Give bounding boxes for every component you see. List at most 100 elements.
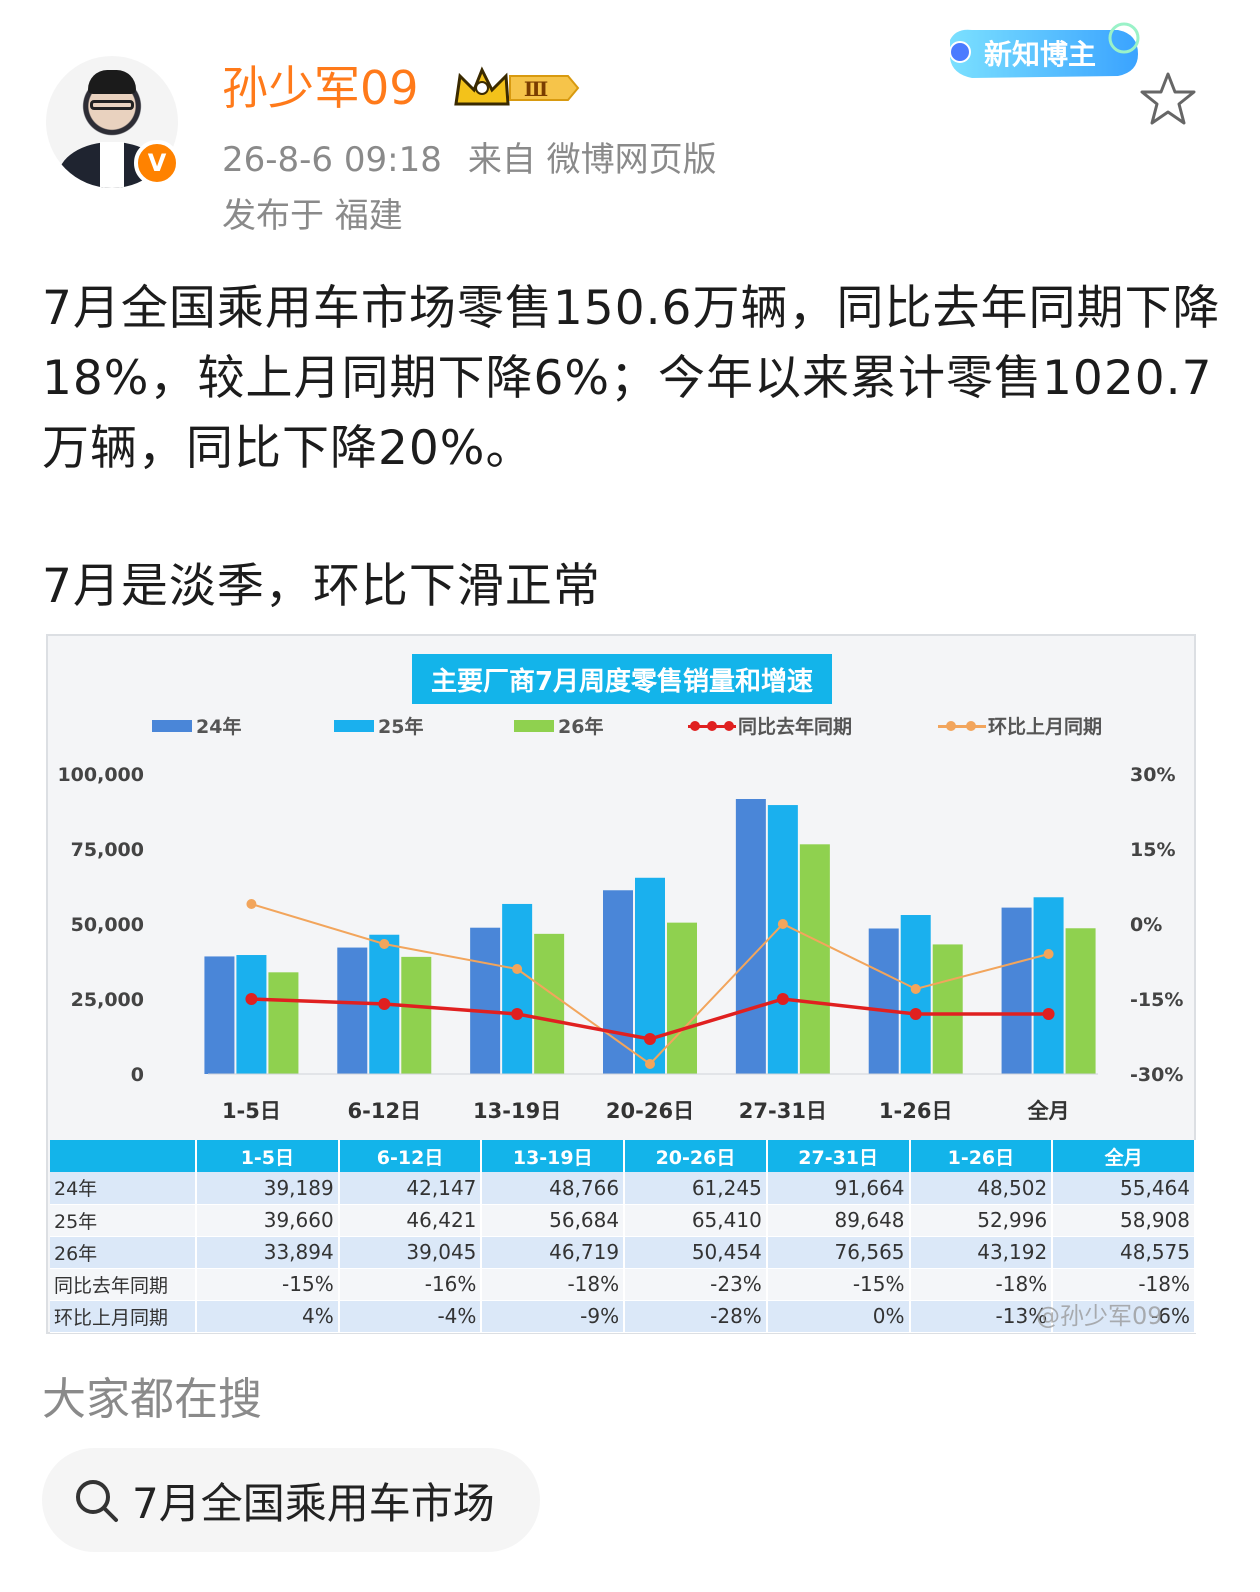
bar [735,799,766,1074]
y2-axis-tick-label: -30% [1130,1064,1183,1086]
chart-title: 主要厂商7月周度零售销量和增速 [412,654,832,704]
line-point [511,1008,524,1020]
verified-v-icon: V [134,140,180,186]
y-axis-tick-label: 50,000 [71,914,144,936]
table-header-cell: 20-26日 [624,1140,768,1172]
line-point [378,998,391,1010]
line-point [645,1059,655,1069]
table-cell: 46,421 [338,1204,483,1237]
trending-search-chip[interactable]: 7月全国乘用车市场 [42,1448,540,1552]
table-cell: 58,908 [1052,1204,1196,1237]
table-cell: 0% [766,1300,911,1333]
svg-text:Ⅲ: Ⅲ [524,77,548,101]
y-axis-tick-label: 0 [131,1064,144,1086]
bar [932,944,963,1074]
table-row-label: 25年 [50,1204,197,1237]
svg-text:新知博主: 新知博主 [984,38,1096,71]
table-row-label: 24年 [50,1172,197,1205]
y-axis-tick-label: 25,000 [71,989,144,1011]
bar [667,922,697,1074]
bar [204,956,235,1074]
username[interactable]: 孙少军09 [222,61,419,115]
line-point [512,964,523,974]
trending-search-text: 7月全国乘用车市场 [132,1478,495,1528]
bar [534,933,565,1074]
post-header: V 孙少军09 Ⅲ 26-8-6 09:18 来自 微博网页版 发布于 福建 新知… [0,0,1260,260]
line-point [909,1008,922,1020]
search-icon [76,1480,118,1522]
new-knowledge-blogger-badge[interactable]: 新知博主 [942,14,1150,94]
bar [401,956,432,1074]
x-axis-category-label: 1-5日 [222,1099,281,1123]
table-row: 26年 33,894 39,045 46,719 50,454 76,565 43,192 4… [50,1236,1196,1269]
line-point [1042,1008,1055,1020]
post-source: 来自 微博网页版 [467,140,717,180]
table-row-label: 环比上月同期 [50,1300,197,1333]
legend-item: 环比上月同期 [938,712,1102,739]
star-icon[interactable] [1138,70,1198,128]
table-header-cell: 27-31日 [766,1140,911,1172]
x-axis-category-label: 全月 [1027,1099,1070,1123]
line-point [777,919,788,929]
table-cell: -16% [338,1268,483,1301]
legend-item: 24年 [152,712,241,739]
bar [603,890,633,1074]
table-row: 同比去年同期 -15% -16% -18% -23% -15% -18% -18% [50,1268,1196,1301]
table-row: 24年 39,189 42,147 48,766 61,245 91,664 48,502 5… [50,1172,1196,1205]
table-row: 环比上月同期 4% -4% -9% -28% 0% -13% -6% [50,1300,1196,1333]
table-cell: 39,045 [338,1236,483,1269]
x-axis-category-label: 13-19日 [473,1099,561,1123]
bar [799,844,830,1074]
legend-item: 25年 [334,712,423,739]
table-row-label: 26年 [50,1236,197,1269]
table-header-cell [50,1140,197,1172]
table-cell: -18% [481,1268,626,1301]
table-cell: 48,502 [909,1172,1054,1205]
line-point [776,993,789,1005]
line-point [246,899,257,909]
table-row: 25年 39,660 46,421 56,684 65,410 89,648 52,996 5… [50,1204,1196,1237]
x-axis-category-label: 6-12日 [348,1099,422,1123]
bar [767,805,798,1074]
bar [868,928,899,1074]
chart-legend: 24年 25年 26年 同比去年同期 环比上月同期 [48,712,1198,742]
bar [1001,907,1032,1074]
table-cell: 91,664 [766,1172,911,1205]
line-point [379,939,390,949]
chart-plot: 100,000 75,000 50,000 25,000 0 30% 15% 0% -15% -3… [57,764,1183,1123]
data-table: 1-5日 6-12日 13-19日 20-26日 27-31日 1-26日 全月 24年 39… [50,1140,1196,1333]
table-cell: -6% [1052,1300,1196,1333]
line-point [910,984,921,994]
y-axis-tick-label: 75,000 [71,839,144,861]
crown-level-icon[interactable]: Ⅲ [452,66,582,110]
line-point [245,993,258,1005]
legend-item: 26年 [514,712,603,739]
line-point [644,1033,656,1045]
table-row-label: 同比去年同期 [50,1268,197,1301]
table-cell: 42,147 [338,1172,483,1205]
post-meta: 26-8-6 09:18 来自 微博网页版 [222,137,743,183]
table-cell: -13% [909,1300,1054,1333]
table-cell: 48,575 [1052,1236,1196,1269]
table-cell: 55,464 [1052,1172,1196,1205]
table-cell: -9% [481,1300,626,1333]
watermark: @孙少军09 [1036,1302,1163,1330]
x-axis-category-label: 20-26日 [606,1099,694,1123]
table-cell: 52,996 [909,1204,1054,1237]
table-cell: 65,410 [624,1204,768,1237]
table-cell: 56,684 [481,1204,626,1237]
table-cell: -23% [624,1268,768,1301]
table-cell: 4% [196,1300,340,1333]
table-header-cell: 13-19日 [481,1140,626,1172]
table-cell: 48,766 [481,1172,626,1205]
table-cell: 33,894 [196,1236,340,1269]
legend-item: 同比去年同期 [688,712,852,739]
bar [1033,897,1064,1074]
table-cell: 76,565 [766,1236,911,1269]
table-header-cell: 6-12日 [338,1140,483,1172]
x-axis-category-label: 1-26日 [879,1099,953,1123]
bar [502,903,533,1074]
post-content: 7月全国乘用车市场零售150.6万辆，同比去年同期下降18%，较上月同期下降6%… [42,281,1221,476]
chart-image[interactable]: 主要厂商7月周度零售销量和增速 24年 25年 26年 同比去年同期 环比上月同… [46,634,1196,1334]
bar [900,915,931,1074]
